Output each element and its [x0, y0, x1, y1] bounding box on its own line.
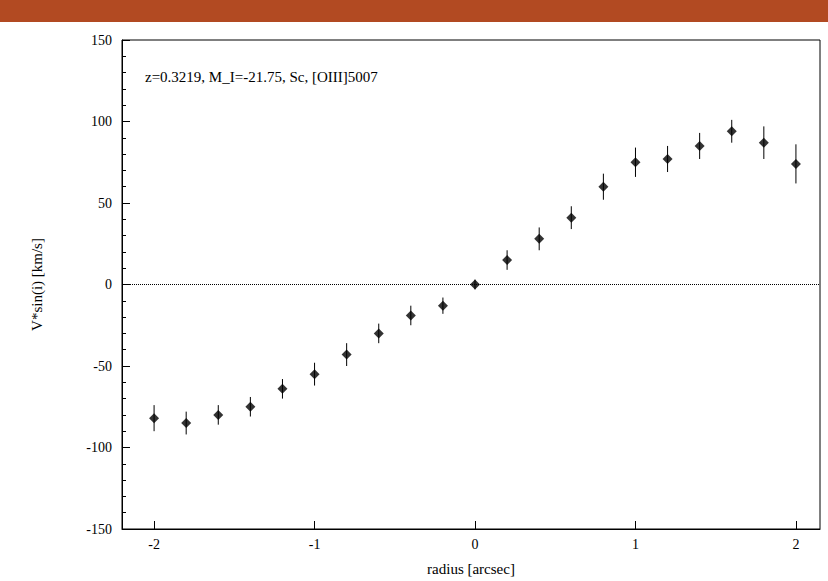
svg-text:z=0.3219, M_I=-21.75, Sc, [OII: z=0.3219, M_I=-21.75, Sc, [OIII]5007 [145, 69, 378, 85]
svg-text:0: 0 [472, 537, 479, 552]
svg-text:-100: -100 [86, 440, 112, 455]
svg-text:100: 100 [91, 114, 112, 129]
svg-text:2: 2 [792, 537, 799, 552]
svg-text:-150: -150 [86, 522, 112, 537]
svg-text:1: 1 [632, 537, 639, 552]
svg-text:50: 50 [98, 196, 112, 211]
svg-text:radius [arcsec]: radius [arcsec] [427, 561, 515, 577]
svg-text:150: 150 [91, 33, 112, 48]
svg-text:-1: -1 [309, 537, 321, 552]
svg-text:V*sin(i) [km/s]: V*sin(i) [km/s] [29, 238, 46, 331]
svg-text:0: 0 [105, 277, 112, 292]
svg-text:-2: -2 [148, 537, 160, 552]
svg-text:-50: -50 [93, 359, 112, 374]
